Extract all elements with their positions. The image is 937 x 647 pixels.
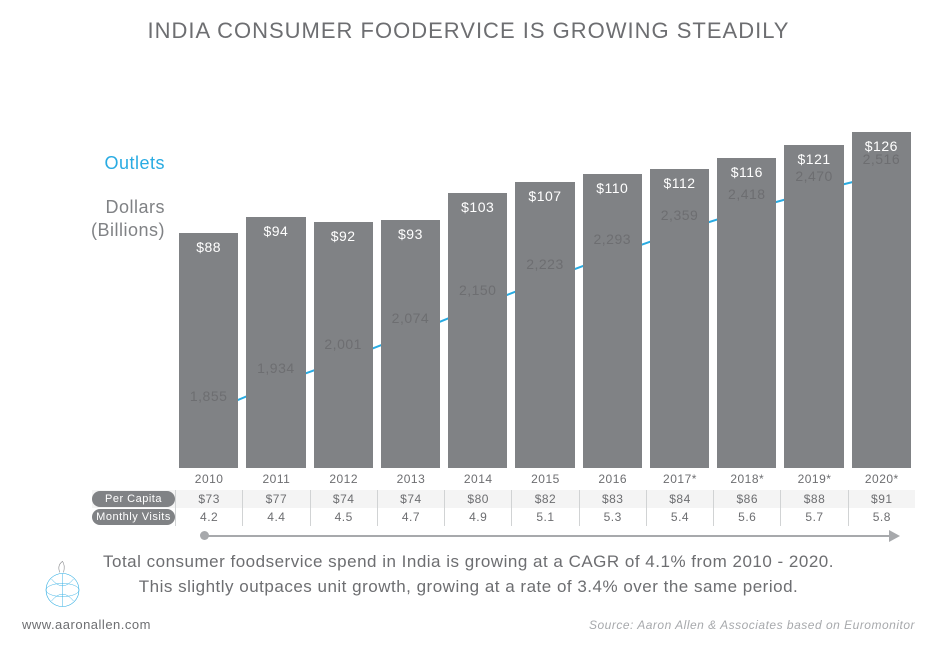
axis-labels: Outlets Dollars(Billions) (30, 153, 165, 243)
website-url: www.aaronallen.com (22, 617, 151, 632)
per-capita-cell: $82 (511, 490, 578, 508)
year-cell: 2018* (713, 470, 780, 488)
brand-logo (35, 557, 90, 612)
combo-chart: $88 1,855 $94 1,934 $92 2,001 $93 2,074 $103 2,15… (175, 73, 915, 468)
monthly-visits-cell: 4.5 (310, 508, 377, 526)
year-cell: 2015 (511, 470, 578, 488)
monthly-visits-cell: 4.2 (175, 508, 242, 526)
year-cell: 2013 (377, 470, 444, 488)
monthly-visits-cell: 4.4 (242, 508, 309, 526)
bar-slot: $110 (579, 73, 646, 468)
per-capita-cell: $77 (242, 490, 309, 508)
timeline-arrow (200, 531, 900, 541)
per-capita-cell: $83 (579, 490, 646, 508)
data-table: 20102011201220132014201520162017*2018*20… (92, 470, 915, 526)
bar-slot: $126 (848, 73, 915, 468)
chart-title: INDIA CONSUMER FOODERVICE IS GROWING STE… (0, 18, 937, 44)
outlets-value-label: 2,418 (713, 186, 780, 202)
bar-value-label: $93 (381, 226, 440, 242)
monthly-visits-cell: 4.7 (377, 508, 444, 526)
per-capita-cell: $88 (780, 490, 847, 508)
bar: $121 (784, 145, 843, 468)
table-head-per-capita: Per Capita Spend (92, 491, 175, 507)
year-cell: 2010 (175, 470, 242, 488)
outlets-value-label: 2,516 (848, 151, 915, 167)
outlets-value-label: 2,470 (780, 168, 847, 184)
outlets-value-label: 2,001 (310, 336, 377, 352)
per-capita-cell: $91 (848, 490, 915, 508)
monthly-visits-cell: 5.7 (780, 508, 847, 526)
monthly-visits-cell: 5.4 (646, 508, 713, 526)
per-capita-cell: $74 (377, 490, 444, 508)
bar: $107 (515, 182, 574, 468)
dollars-bars: $88 1,855 $94 1,934 $92 2,001 $93 2,074 $103 2,15… (175, 73, 915, 468)
bar-value-label: $103 (448, 199, 507, 215)
outlets-value-label: 2,359 (646, 207, 713, 223)
per-capita-cell: $74 (310, 490, 377, 508)
bar-slot: $88 (175, 73, 242, 468)
year-cell: 2014 (444, 470, 511, 488)
bar-slot: $103 (444, 73, 511, 468)
outlets-value-label: 2,223 (511, 256, 578, 272)
bar-slot: $121 (780, 73, 847, 468)
monthly-visits-cell: 5.1 (511, 508, 578, 526)
per-capita-cell: $84 (646, 490, 713, 508)
bar: $116 (717, 158, 776, 468)
outlets-value-label: 2,150 (444, 282, 511, 298)
table-row-monthly: Monthly Visits 4.24.44.54.74.95.15.35.45… (92, 508, 915, 526)
bar-value-label: $94 (246, 223, 305, 239)
per-capita-cell: $73 (175, 490, 242, 508)
monthly-visits-cell: 5.8 (848, 508, 915, 526)
bar: $103 (448, 193, 507, 468)
outlets-axis-label: Outlets (30, 153, 165, 174)
year-cell: 2017* (646, 470, 713, 488)
year-cell: 2020* (848, 470, 915, 488)
monthly-visits-cell: 5.6 (713, 508, 780, 526)
outlets-value-label: 2,074 (377, 310, 444, 326)
bar-slot: $116 (713, 73, 780, 468)
bar: $94 (246, 217, 305, 468)
table-head-monthly: Monthly Visits (92, 509, 175, 525)
bar-slot: $92 (310, 73, 377, 468)
bar: $88 (179, 233, 238, 468)
bar-value-label: $107 (515, 188, 574, 204)
bar-value-label: $112 (650, 175, 709, 191)
outlets-value-label: 2,293 (579, 231, 646, 247)
table-row-per-capita: Per Capita Spend $73$77$74$74$80$82$83$8… (92, 490, 915, 508)
monthly-visits-cell: 5.3 (579, 508, 646, 526)
bar-value-label: $110 (583, 180, 642, 196)
bar: $126 (852, 132, 911, 468)
year-cell: 2012 (310, 470, 377, 488)
bar-value-label: $116 (717, 164, 776, 180)
bar-slot: $94 (242, 73, 309, 468)
year-cell: 2019* (780, 470, 847, 488)
per-capita-cell: $86 (713, 490, 780, 508)
bar-value-label: $121 (784, 151, 843, 167)
caption: Total consumer foodservice spend in Indi… (0, 550, 937, 599)
bar: $110 (583, 174, 642, 468)
bar-value-label: $88 (179, 239, 238, 255)
bar: $93 (381, 220, 440, 468)
table-row-years: 20102011201220132014201520162017*2018*20… (92, 470, 915, 488)
bar-slot: $112 (646, 73, 713, 468)
per-capita-cell: $80 (444, 490, 511, 508)
monthly-visits-cell: 4.9 (444, 508, 511, 526)
year-cell: 2016 (579, 470, 646, 488)
source-attribution: Source: Aaron Allen & Associates based o… (589, 618, 915, 632)
bar-value-label: $92 (314, 228, 373, 244)
year-cell: 2011 (242, 470, 309, 488)
bar-slot: $93 (377, 73, 444, 468)
outlets-value-label: 1,934 (242, 360, 309, 376)
outlets-value-label: 1,855 (175, 388, 242, 404)
dollars-axis-label: Dollars(Billions) (30, 196, 165, 243)
